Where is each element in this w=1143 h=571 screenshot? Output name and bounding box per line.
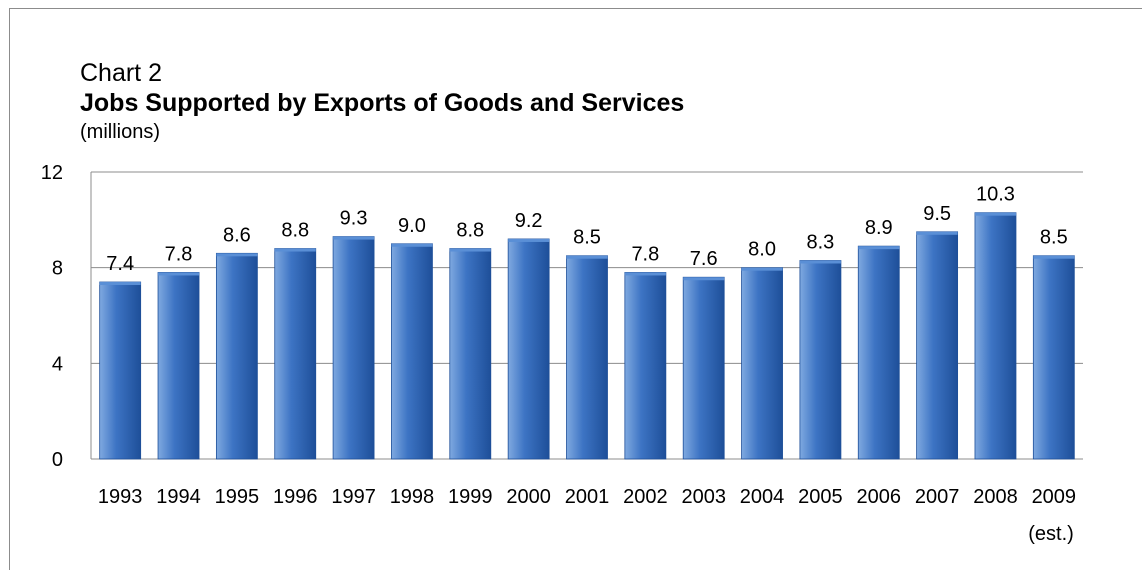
x-tick-label: 1996 <box>273 486 318 508</box>
value-labels: 7.4 7.8 8.6 8.8 9.3 9.0 8.8 9.2 8.5 7.8 7.6 8.0 8.3 8… <box>106 184 1067 275</box>
x-tick-label: 2008 <box>973 486 1018 508</box>
data-label: 8.5 <box>1040 227 1068 249</box>
chart-frame <box>9 8 1142 570</box>
x-tick-label: 1998 <box>390 486 435 508</box>
data-label: 7.8 <box>165 243 193 265</box>
x-tick-label: 2002 <box>623 486 668 508</box>
bar <box>566 255 608 460</box>
data-label: 7.4 <box>106 253 134 275</box>
x-tick-label: 2001 <box>565 486 610 508</box>
x-tick-label: 2000 <box>506 486 551 508</box>
data-label: 10.3 <box>976 184 1015 206</box>
y-tick-label: 4 <box>52 353 63 375</box>
bar <box>215 252 258 460</box>
data-label: 8.6 <box>223 224 251 246</box>
data-label: 8.3 <box>807 231 835 253</box>
bar-top-highlight <box>683 277 725 281</box>
bar-top-highlight <box>624 272 666 276</box>
x-tick-label: 1994 <box>156 486 201 508</box>
data-label: 9.2 <box>515 210 543 232</box>
bar-top-highlight <box>858 246 900 250</box>
bar-top-highlight <box>391 243 433 247</box>
data-label: 8.9 <box>865 217 893 239</box>
x-tick-label: 2005 <box>798 486 843 508</box>
x-tick-label: 2004 <box>740 486 785 508</box>
bar-top-highlight <box>449 248 491 252</box>
bar-top-highlight <box>216 253 258 257</box>
x-tick-label: 1999 <box>448 486 493 508</box>
x-tick-label: 1995 <box>215 486 260 508</box>
data-label: 7.6 <box>690 248 718 270</box>
bar <box>332 236 375 460</box>
x-tick-label: 2007 <box>915 486 960 508</box>
x-tick-label: 1993 <box>98 486 143 508</box>
bar-top-highlight <box>99 282 141 286</box>
bar-top-highlight <box>916 231 958 235</box>
data-label: 7.8 <box>631 243 659 265</box>
x-tick-label: 1997 <box>331 486 376 508</box>
bar <box>974 212 1017 460</box>
bar <box>449 248 492 460</box>
bar-top-highlight <box>974 212 1016 216</box>
data-label: 8.0 <box>748 239 776 261</box>
bar <box>157 272 200 460</box>
bar-top-highlight <box>333 236 375 240</box>
x-tick-label: 2009 <box>1032 486 1077 508</box>
bar-top-highlight <box>799 260 841 264</box>
bar <box>916 231 959 460</box>
bar-top-highlight <box>566 255 608 259</box>
y-tick-label: 12 <box>41 162 63 184</box>
data-label: 9.0 <box>398 215 426 237</box>
bar <box>799 260 842 460</box>
bar-top-highlight <box>1033 255 1075 259</box>
chart-subtitle: (millions) <box>80 121 160 143</box>
data-label: 9.3 <box>340 208 368 230</box>
bar-top-highlight <box>274 248 316 252</box>
bar <box>274 248 317 460</box>
bar <box>391 243 433 460</box>
x-tick-label: 2006 <box>857 486 902 508</box>
chart-title: Jobs Supported by Exports of Goods and S… <box>80 89 685 117</box>
bar <box>507 238 550 460</box>
bar <box>1032 255 1075 460</box>
data-label: 8.5 <box>573 227 601 249</box>
x-tick-label: 2003 <box>681 486 726 508</box>
bar <box>99 281 142 460</box>
bar <box>857 245 900 460</box>
y-tick-label: 0 <box>52 449 63 471</box>
bar-top-highlight <box>508 238 550 242</box>
data-label: 8.8 <box>281 220 309 242</box>
bar-top-highlight <box>741 267 783 271</box>
bar-top-highlight <box>158 272 200 276</box>
y-tick-label: 8 <box>52 258 63 280</box>
bar <box>741 267 783 460</box>
chart-number-label: Chart 2 <box>80 59 162 87</box>
bar <box>624 272 667 460</box>
y-axis-ticks: 0 4 8 12 <box>41 162 63 471</box>
bars <box>99 212 1075 460</box>
data-label: 8.8 <box>456 220 484 242</box>
bar <box>682 276 725 460</box>
x-tick-sublabel: (est.) <box>1028 523 1074 545</box>
x-axis-ticks: 1993 1994 1995 1996 1997 1998 1999 2000 2001 2002… <box>98 486 1076 545</box>
data-label: 9.5 <box>923 203 951 225</box>
